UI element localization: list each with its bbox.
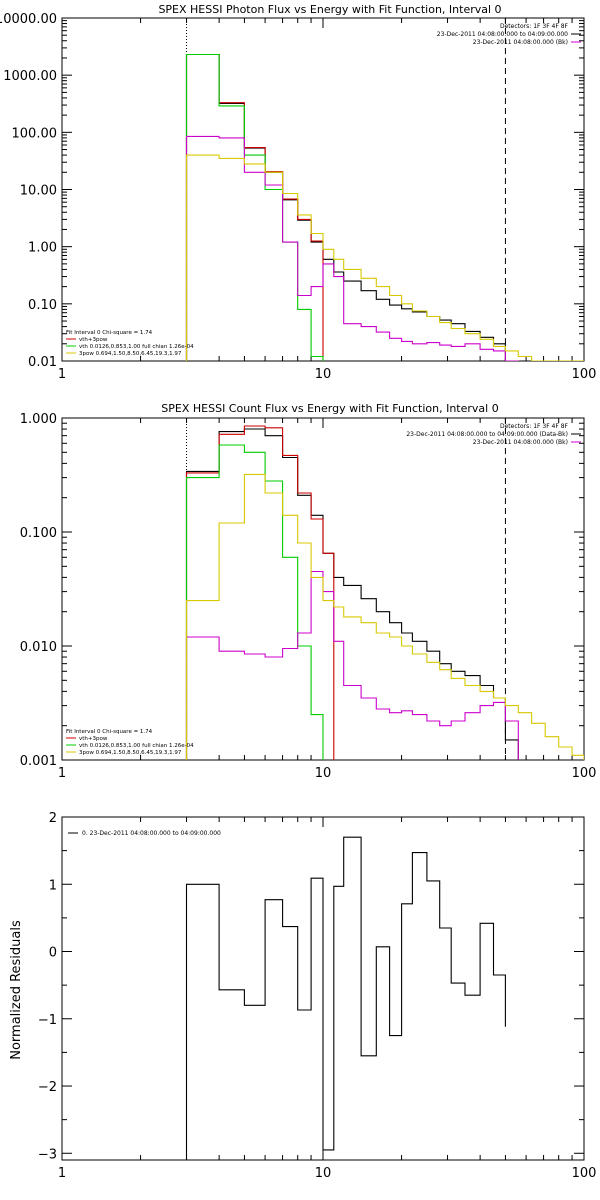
legend-top-entry: 0. 23-Dec-2011 04:08:00.000 to 04:09:00.… — [82, 830, 221, 837]
y-tick-label: 1.000 — [20, 412, 57, 427]
y-tick-label: 1.00 — [28, 241, 57, 256]
legend-bottom-entry: vth 0.0126,0.853,1.00 full chian 1.26e-0… — [79, 743, 194, 749]
x-tick-label: 1 — [58, 766, 66, 781]
series-magenta-line — [185, 570, 519, 760]
count-flux-plot: 1 10 100 0.001 0.010 0.100 1.000 Detectors: 1F … — [20, 412, 597, 781]
series-vth+3pow-line — [185, 53, 324, 361]
y-tick-label: 0.01 — [28, 355, 57, 370]
legend-top-entry: 23-Dec-2011 04:08:00.000 (Bk) — [473, 439, 568, 446]
series-red-line — [185, 425, 335, 760]
legend-bottom-entry: vth+3pow — [79, 736, 108, 742]
photon-flux-plot: 1 10 100 0.01 0.10 1.00 10.00 100.00 1000.00 1000… — [0, 12, 596, 382]
x-tick-label: 100 — [572, 766, 597, 781]
series-3pow-line — [185, 473, 584, 760]
legend-bottom-entry: Fit Interval 0 Chi-square = 1.74 — [66, 330, 153, 336]
x-tick-label: 10 — [315, 1166, 332, 1181]
legend-top-entry: Detectors: 1F 3F 4F 8F — [500, 423, 569, 430]
y-tick-label: −2 — [38, 1080, 57, 1095]
series-group — [185, 53, 584, 361]
y-tick-label: 2 — [49, 811, 57, 826]
photon-flux-title: SPEX HESSI Photon Flux vs Energy with Fi… — [158, 3, 501, 16]
y-tick-label: 0.010 — [20, 640, 57, 655]
count-flux-panel: SPEX HESSI Count Flux vs Energy with Fit… — [20, 402, 597, 781]
legend-bottom-entry: Fit Interval 0 Chi-square = 1.74 — [66, 729, 153, 735]
series-group — [185, 836, 506, 1160]
legend-bottom-entry: vth+3pow — [79, 337, 108, 343]
legend-bottom-entry: 3pow 0.694,1.50,8.50,6.45,19.3,1.97 — [79, 351, 182, 357]
y-tick-label: 100.00 — [12, 126, 58, 141]
series-group — [185, 425, 584, 760]
series-black-line — [185, 428, 519, 760]
y-tick-label: 0.10 — [28, 298, 57, 313]
legend-bottom-entry: vth 0.0126,0.853,1.00 full chian 1.26e-0… — [79, 344, 194, 350]
y-tick-label: −3 — [38, 1147, 57, 1162]
series-magenta-line — [185, 135, 519, 361]
x-tick-label: 100 — [572, 367, 597, 382]
legend-top-entry: Detectors: 1F 3F 4F 8F — [500, 23, 569, 30]
x-tick-label: 1 — [58, 1166, 66, 1181]
x-tick-label: 100 — [572, 1166, 597, 1181]
y-tick-label: −1 — [38, 1013, 57, 1028]
series-vth+3pow-line — [185, 444, 324, 760]
y-tick-label: 1 — [49, 878, 57, 893]
x-tick-label: 1 — [58, 367, 66, 382]
y-tick-label: 1000.00 — [3, 69, 57, 84]
legend-top-entry: 23-Dec-2011 04:08:00.000 to 04:09:00.000 — [437, 31, 568, 38]
count-flux-title: SPEX HESSI Count Flux vs Energy with Fit… — [161, 402, 498, 415]
legend-bottom-entry: 3pow 0.694,1.50,8.50,6.45,19.3,1.97 — [79, 750, 182, 756]
legend-top-entry: 23-Dec-2011 04:08:00.000 to 04:09:00.000… — [406, 431, 568, 438]
series-3pow-line — [185, 154, 584, 361]
x-tick-label: 10 — [315, 367, 332, 382]
y-tick-label: 10000.00 — [0, 12, 57, 27]
series-residuals-line — [185, 836, 506, 1160]
legend-top-entry: 23-Dec-2011 04:08:00.000 (Bk) — [473, 39, 568, 46]
y-tick-label: 0.001 — [20, 754, 57, 769]
y-tick-label: 0 — [49, 946, 57, 961]
y-tick-label: 0.100 — [20, 526, 57, 541]
photon-flux-panel: SPEX HESSI Photon Flux vs Energy with Fi… — [0, 3, 596, 382]
residuals-ylabel: Normalized Residuals — [9, 920, 24, 1060]
x-tick-label: 10 — [315, 766, 332, 781]
y-tick-label: 10.00 — [20, 184, 57, 199]
